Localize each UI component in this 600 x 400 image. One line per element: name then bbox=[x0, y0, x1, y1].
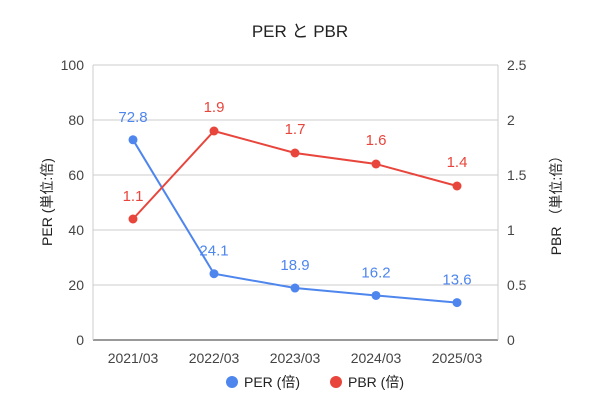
right-tick-label: 1 bbox=[507, 222, 515, 238]
data-label-per: 16.2 bbox=[361, 264, 390, 281]
data-label-per: 13.6 bbox=[442, 272, 471, 289]
data-point-pbr bbox=[452, 181, 462, 191]
right-tick-label: 1.5 bbox=[507, 167, 527, 183]
data-point-per bbox=[290, 283, 300, 293]
data-label-pbr: 1.1 bbox=[123, 188, 144, 205]
data-point-pbr bbox=[128, 214, 138, 224]
data-point-pbr bbox=[209, 126, 219, 136]
data-label-pbr: 1.4 bbox=[447, 154, 468, 171]
data-label-pbr: 1.6 bbox=[366, 132, 387, 149]
data-label-per: 24.1 bbox=[199, 243, 228, 260]
gridlines bbox=[93, 64, 498, 341]
left-tick-label: 0 bbox=[76, 332, 84, 348]
left-tick-label: 80 bbox=[68, 112, 84, 128]
data-label-per: 72.8 bbox=[118, 109, 147, 126]
left-tick-label: 100 bbox=[61, 57, 85, 73]
x-tick-label: 2022/03 bbox=[189, 350, 240, 366]
x-tick-label: 2025/03 bbox=[432, 350, 483, 366]
legend-label-pbr: PBR (倍) bbox=[348, 374, 404, 390]
data-label-pbr: 1.9 bbox=[204, 99, 225, 116]
left-axis-ticks: 0 20 40 60 80 100 bbox=[61, 57, 85, 348]
x-tick-label: 2023/03 bbox=[270, 350, 321, 366]
legend-label-per: PER (倍) bbox=[244, 374, 300, 390]
x-tick-label: 2021/03 bbox=[108, 350, 159, 366]
plot-frame bbox=[92, 65, 499, 340]
right-tick-label: 2 bbox=[507, 112, 515, 128]
x-axis-ticks: 2021/03 2022/03 2023/03 2024/03 2025/03 bbox=[108, 350, 483, 366]
series-line-per bbox=[132, 139, 458, 304]
left-tick-label: 40 bbox=[68, 222, 84, 238]
right-tick-label: 0 bbox=[507, 332, 515, 348]
right-axis-label: PBR （単位:倍） bbox=[548, 149, 564, 256]
x-tick-label: 2024/03 bbox=[351, 350, 402, 366]
data-point-per bbox=[371, 290, 381, 300]
right-axis-ticks: 0 0.5 1 1.5 2 2.5 bbox=[507, 57, 527, 348]
right-tick-label: 0.5 bbox=[507, 277, 527, 293]
data-label-per: 18.9 bbox=[280, 257, 309, 274]
data-label-pbr: 1.7 bbox=[285, 121, 306, 138]
data-point-per bbox=[209, 269, 219, 279]
legend-marker-pbr bbox=[330, 376, 342, 388]
chart-title: PER と PBR bbox=[252, 22, 348, 41]
series-layer: 72.8 24.1 18.9 16.2 13.6 1.1 1.9 1.7 1.6 1.4 bbox=[118, 99, 472, 308]
legend-marker-per bbox=[226, 376, 238, 388]
left-tick-label: 20 bbox=[68, 277, 84, 293]
left-axis-label: PER (単位:倍) bbox=[39, 158, 55, 246]
data-point-per bbox=[452, 298, 462, 308]
left-tick-label: 60 bbox=[68, 167, 84, 183]
data-point-pbr bbox=[371, 159, 381, 169]
data-point-pbr bbox=[290, 148, 300, 158]
data-point-per bbox=[128, 135, 138, 145]
legend: PER (倍) PBR (倍) bbox=[226, 374, 404, 390]
right-tick-label: 2.5 bbox=[507, 57, 527, 73]
